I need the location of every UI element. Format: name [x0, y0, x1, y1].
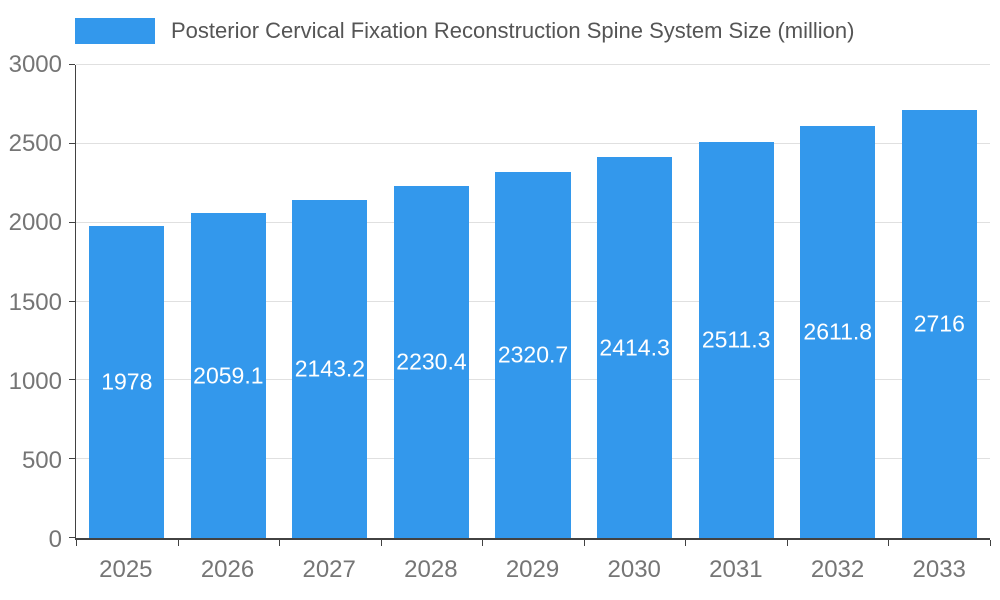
- y-axis-tick: [69, 300, 75, 302]
- gridline: [76, 64, 990, 65]
- x-axis-tick: [583, 540, 585, 546]
- x-axis-tick: [380, 540, 382, 546]
- bar-2032: 2611.8: [800, 126, 876, 538]
- gridline: [76, 142, 990, 144]
- x-axis-tick: [76, 540, 77, 546]
- x-axis-tick: [177, 540, 179, 546]
- y-axis-label: 2500: [8, 130, 62, 158]
- legend-swatch-icon: [75, 18, 155, 44]
- bar-value-label: 1978: [101, 368, 153, 395]
- x-axis-tick: [786, 540, 788, 546]
- bar-slot: 2414.3: [584, 65, 686, 538]
- bar-2027: 2143.2: [292, 200, 368, 538]
- y-axis-tick: [69, 221, 75, 223]
- x-axis-tick: [279, 540, 281, 546]
- bar-slot: 2230.4: [381, 65, 483, 538]
- bar-value-label: 2143.2: [294, 355, 366, 382]
- y-axis-label: 2000: [8, 209, 62, 237]
- x-axis-label: 2030: [607, 556, 661, 583]
- y-axis-label: 0: [48, 526, 62, 553]
- bar-2031: 2511.3: [698, 142, 774, 538]
- bar-value-label: 2716: [913, 310, 965, 337]
- y-axis-label: 1500: [8, 288, 62, 316]
- bar-slot: 1978: [76, 65, 178, 538]
- x-axis-label: 2029: [505, 556, 560, 583]
- bar-2025: 1978: [89, 226, 165, 538]
- plot-area: 1978 2059.1 2143.2 2230.4 2320.7 2414.3 2511.3…: [69, 64, 991, 546]
- x-axis-label: 2032: [810, 556, 865, 583]
- x-axis-label: 2027: [302, 556, 356, 583]
- bar-2029: 2320.7: [495, 172, 571, 538]
- bar-2030: 2414.3: [597, 157, 673, 538]
- bar-2028: 2230.4: [393, 186, 470, 538]
- bar-value-label: 2511.3: [701, 326, 771, 353]
- bar-value-label: 2059.1: [193, 362, 264, 389]
- bar-value-label: 2611.8: [803, 318, 873, 345]
- bar-slot: 2611.8: [787, 65, 889, 538]
- chart-legend: Posterior Cervical Fixation Reconstructi…: [75, 16, 854, 46]
- y-axis-tick: [69, 537, 75, 538]
- y-axis-label: 500: [21, 446, 62, 474]
- x-axis-label: 2031: [709, 556, 763, 583]
- bar-value-label: 2320.7: [497, 341, 569, 368]
- x-axis-labels: 2025 2026 2027 2028 2029 2030 2031 2032 2033: [75, 556, 990, 584]
- bar-2033: 2716: [901, 109, 977, 538]
- bar-value-label: 2414.3: [599, 334, 670, 361]
- bars-container: 1978 2059.1 2143.2 2230.4 2320.7 2414.3 2511.3…: [76, 65, 990, 538]
- x-axis-label: 2028: [404, 556, 458, 583]
- x-axis-tick: [482, 540, 484, 546]
- x-axis-label: 2025: [99, 556, 153, 583]
- bar-slot: 2059.1: [178, 65, 280, 538]
- bar-slot: 2716: [889, 65, 991, 538]
- bar-slot: 2511.3: [685, 65, 787, 538]
- y-axis-tick: [69, 142, 75, 144]
- legend-label: Posterior Cervical Fixation Reconstructi…: [171, 18, 855, 43]
- y-axis-tick: [69, 379, 75, 381]
- x-axis-label: 2026: [200, 556, 255, 583]
- x-axis-tick: [990, 540, 991, 546]
- y-axis-label: 3000: [8, 51, 62, 78]
- y-axis-tick: [69, 64, 75, 65]
- y-axis-label: 1000: [8, 367, 62, 395]
- y-axis-labels: 0 500 1000 1500 2000 2500 3000: [0, 53, 62, 552]
- bar-value-label: 2230.4: [396, 348, 467, 375]
- y-axis-tick: [69, 458, 75, 460]
- bar-2026: 2059.1: [190, 213, 266, 538]
- bar-slot: 2320.7: [482, 65, 584, 538]
- bar-slot: 2143.2: [279, 65, 381, 538]
- x-axis-label: 2033: [912, 556, 966, 583]
- x-axis-tick: [685, 540, 687, 546]
- x-axis-tick: [888, 540, 890, 546]
